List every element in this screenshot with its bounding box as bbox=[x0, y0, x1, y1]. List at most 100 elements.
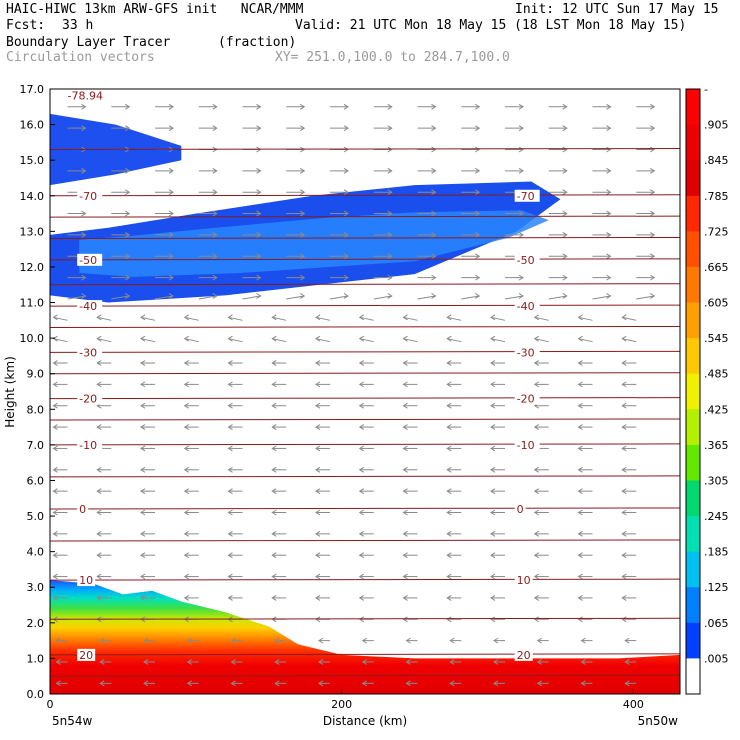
circulation-vector-head bbox=[271, 594, 277, 601]
isotherm-line bbox=[49, 418, 681, 421]
colorbar-swatch bbox=[686, 338, 700, 375]
circulation-vector-head bbox=[299, 274, 306, 281]
isotherm-label: -70 bbox=[517, 190, 535, 203]
circulation-vector-head bbox=[431, 231, 437, 238]
run-title: HAIC-HIWC 13km ARW-GFS init NCAR/MMM bbox=[6, 2, 304, 17]
circulation-vector-head bbox=[606, 293, 612, 299]
circulation-vector-head bbox=[562, 146, 568, 153]
circulation-vector-head bbox=[577, 552, 583, 559]
circulation-vector-head bbox=[81, 210, 87, 217]
colorbar-label: - bbox=[704, 83, 708, 96]
circulation-vector-head bbox=[577, 424, 583, 431]
circulation-vector-head bbox=[402, 445, 408, 452]
circulation-vector-head bbox=[315, 530, 321, 537]
circulation-vector-head bbox=[124, 253, 131, 260]
circulation-vector bbox=[403, 316, 418, 321]
circulation-vector-head bbox=[606, 125, 612, 132]
forecast-label: Fcst: bbox=[6, 18, 46, 33]
circulation-vector-head bbox=[621, 488, 627, 495]
circulation-vector-head bbox=[474, 231, 481, 238]
colorbar-label: .905 bbox=[704, 119, 729, 132]
isotherm-line bbox=[49, 304, 681, 307]
circulation-vector-head bbox=[96, 509, 102, 516]
circulation-vector-head bbox=[230, 637, 236, 644]
circulation-vector-head bbox=[490, 402, 496, 409]
y-axis-title: Height (km) bbox=[3, 356, 17, 427]
circulation-vector-head bbox=[490, 466, 496, 473]
circulation-vector-head bbox=[624, 680, 630, 687]
circulation-vector-head bbox=[562, 125, 568, 132]
circulation-vector-head bbox=[168, 125, 174, 132]
circulation-vector-head bbox=[606, 103, 612, 110]
colorbar-swatch bbox=[686, 551, 700, 588]
circulation-vector-head bbox=[358, 530, 365, 537]
circulation-vector-head bbox=[577, 616, 583, 623]
circulation-vector-head bbox=[230, 680, 236, 687]
circulation-vector-head bbox=[96, 573, 102, 580]
colorbar-label: .125 bbox=[704, 581, 729, 594]
circulation-vector-head bbox=[183, 594, 190, 601]
y-tick-label: 17.0 bbox=[20, 83, 45, 96]
circulation-vector bbox=[359, 316, 374, 321]
circulation-vector-head bbox=[186, 659, 193, 665]
circulation-vector-head bbox=[256, 293, 262, 299]
circulation-vector-head bbox=[183, 509, 190, 516]
isotherm-line bbox=[49, 539, 681, 542]
circulation-vector-head bbox=[81, 293, 87, 299]
circulation-vector-head bbox=[256, 189, 262, 196]
circulation-vector-head bbox=[343, 210, 349, 217]
circulation-vector-head bbox=[562, 103, 568, 110]
field-name: Boundary Layer Tracer bbox=[6, 35, 171, 50]
circulation-vector-head bbox=[577, 402, 583, 409]
circulation-vector-head bbox=[358, 424, 365, 431]
circulation-vector-head bbox=[230, 659, 236, 665]
circulation-vector-head bbox=[533, 594, 540, 601]
y-tick-label: 1.0 bbox=[27, 652, 45, 665]
isotherm-label-bg bbox=[514, 438, 540, 451]
circulation-vector-head bbox=[124, 274, 131, 281]
circulation-vector-head bbox=[431, 146, 437, 153]
circulation-vector bbox=[578, 316, 593, 321]
circulation-vector-head bbox=[274, 637, 280, 644]
circulation-vector-head bbox=[431, 293, 437, 299]
circulation-vector-head bbox=[493, 680, 499, 687]
circulation-vector-head bbox=[358, 573, 365, 580]
isotherm-line bbox=[49, 507, 681, 510]
circulation-vector-head bbox=[474, 274, 481, 281]
circulation-vector-head bbox=[140, 488, 146, 495]
isotherm-label: 0 bbox=[517, 503, 524, 516]
circulation-vector-head bbox=[55, 637, 61, 644]
field-units: (fraction) bbox=[218, 35, 297, 50]
circulation-vector-head bbox=[621, 360, 627, 366]
circulation-vector-head bbox=[449, 637, 455, 644]
circulation-vector-head bbox=[358, 381, 365, 388]
circulation-vector bbox=[447, 338, 462, 343]
circulation-vector-head bbox=[446, 616, 452, 623]
circulation-vector-head bbox=[606, 253, 612, 260]
circulation-vector-head bbox=[621, 509, 627, 516]
circulation-vector bbox=[53, 338, 68, 343]
circulation-vector-head bbox=[358, 445, 365, 452]
circulation-vector-head bbox=[256, 125, 262, 132]
isotherm-label-bg bbox=[514, 574, 533, 587]
circulation-vector-head bbox=[227, 424, 233, 431]
circulation-vector-head bbox=[474, 293, 481, 299]
circulation-vector-head bbox=[577, 488, 583, 495]
circulation-vector-head bbox=[52, 488, 58, 495]
y-tick-label: 3.0 bbox=[27, 581, 45, 594]
circulation-vector-head bbox=[446, 402, 452, 409]
isotherm-label: -40 bbox=[517, 300, 535, 313]
circulation-vector-head bbox=[271, 530, 277, 537]
circulation-vector-head bbox=[96, 314, 102, 321]
circulation-vector-head bbox=[168, 274, 174, 281]
circulation-vector-head bbox=[606, 189, 612, 196]
circulation-vector-head bbox=[52, 594, 58, 601]
circulation-vector-head bbox=[358, 509, 365, 516]
circulation-vector-head bbox=[533, 509, 540, 516]
circulation-vector-head bbox=[183, 314, 190, 321]
isotherm-label: 10 bbox=[517, 574, 531, 587]
circulation-vector-head bbox=[52, 360, 58, 366]
circulation-vector-head bbox=[490, 314, 496, 321]
circulation-vector-head bbox=[446, 314, 452, 321]
circulation-vector-head bbox=[124, 210, 131, 217]
